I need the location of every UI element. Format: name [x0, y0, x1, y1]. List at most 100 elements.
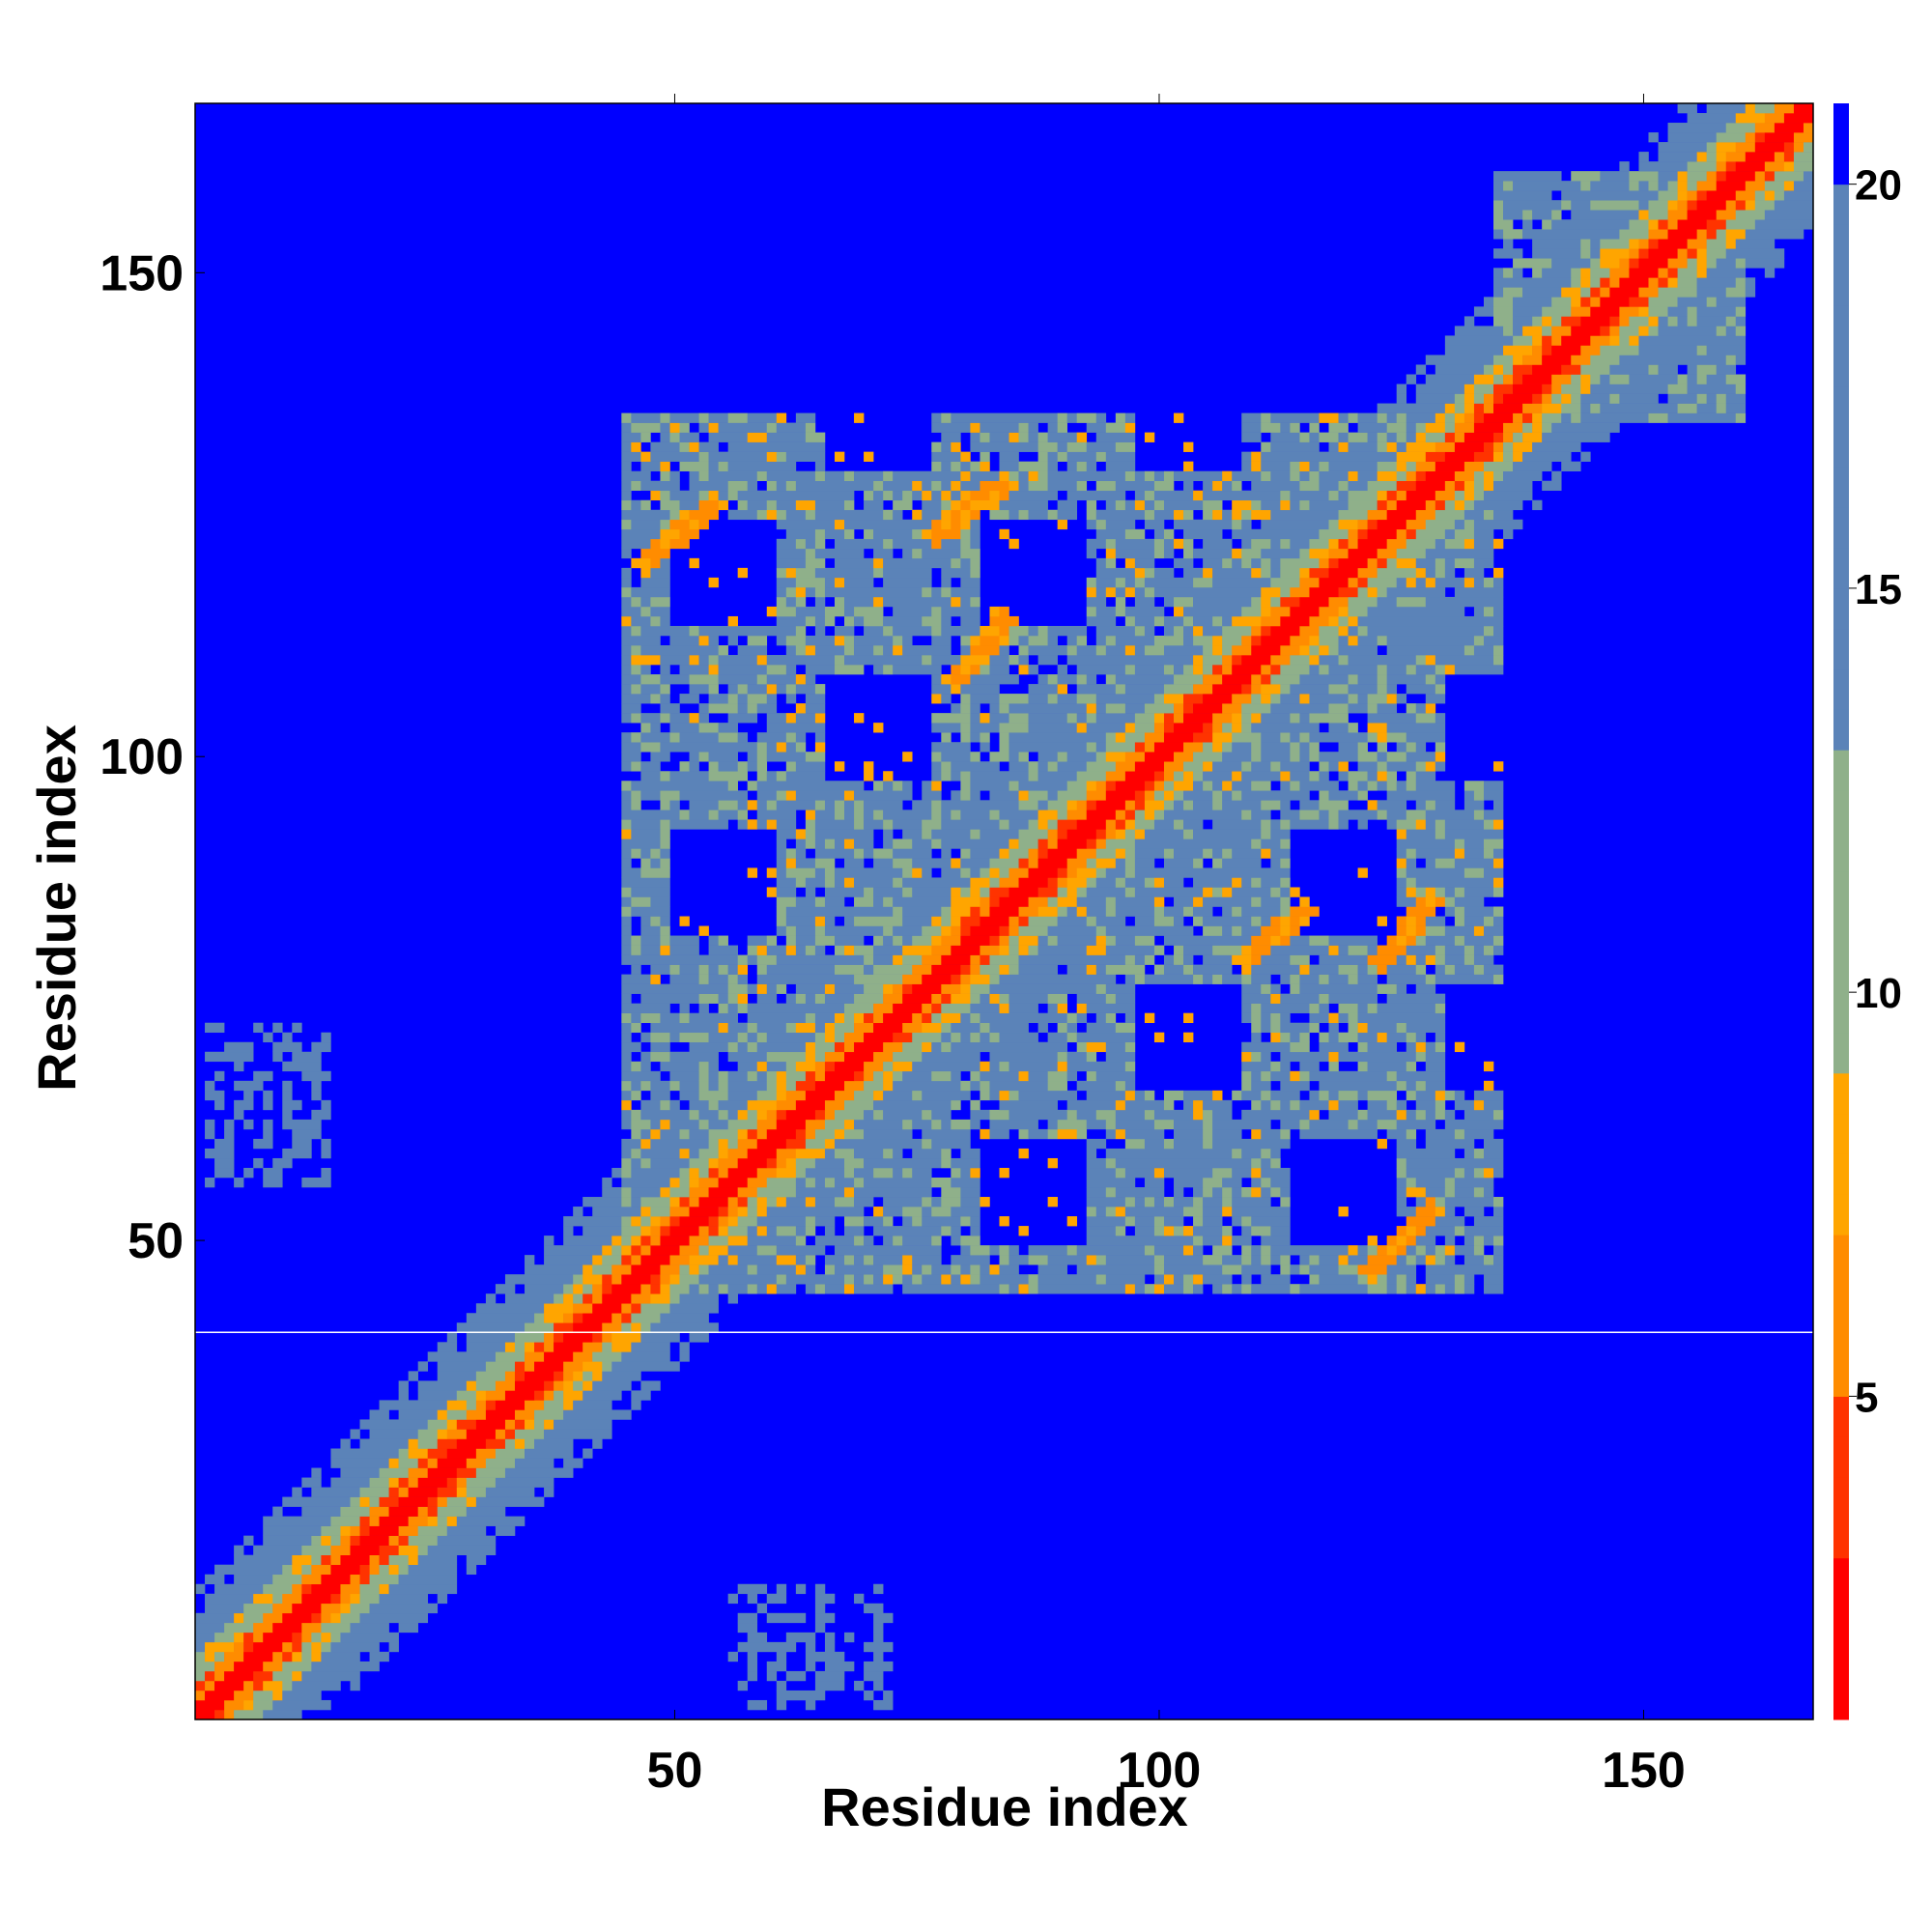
heatmap-cell — [1174, 916, 1184, 926]
heatmap-cell — [1241, 1284, 1252, 1294]
heatmap-cell — [1716, 181, 1747, 191]
heatmap-cell — [582, 1274, 603, 1285]
heatmap-cell — [1735, 113, 1766, 124]
heatmap-cell — [989, 432, 1009, 442]
heatmap-cell — [1212, 974, 1223, 984]
heatmap-cell — [1483, 441, 1494, 452]
heatmap-cell — [747, 1070, 758, 1082]
heatmap-cell — [727, 1167, 758, 1179]
heatmap-cell — [1086, 1022, 1117, 1034]
heatmap-cell — [1193, 800, 1213, 810]
heatmap-cell — [1454, 848, 1465, 859]
heatmap-cell — [1203, 694, 1233, 704]
heatmap-cell — [1086, 1207, 1097, 1217]
heatmap-cell — [1348, 470, 1358, 481]
heatmap-cell — [960, 1197, 980, 1208]
heatmap-cell — [1463, 1148, 1475, 1159]
heatmap-cell — [640, 790, 661, 801]
heatmap-cell — [1124, 412, 1136, 423]
heatmap-cell — [1193, 1245, 1204, 1256]
heatmap-cell — [737, 703, 749, 714]
heatmap-cell — [1483, 606, 1494, 617]
heatmap-cell — [195, 1670, 206, 1682]
heatmap-cell — [1425, 858, 1436, 868]
heatmap-cell — [1309, 635, 1320, 646]
heatmap-cell — [708, 665, 719, 675]
heatmap-cell — [814, 470, 826, 481]
heatmap-cell — [864, 771, 874, 781]
heatmap-cell — [669, 974, 699, 984]
heatmap-cell — [669, 1099, 680, 1111]
heatmap-cell — [1037, 655, 1058, 666]
heatmap-cell — [1057, 887, 1067, 897]
heatmap-cell — [660, 790, 680, 801]
heatmap-cell — [1725, 200, 1737, 211]
heatmap-cell — [1532, 239, 1581, 249]
heatmap-cell — [592, 1303, 622, 1314]
heatmap-cell — [1299, 461, 1310, 471]
heatmap-cell — [1105, 867, 1126, 878]
heatmap-cell — [960, 887, 971, 897]
heatmap-cell — [1658, 364, 1678, 375]
heatmap-cell — [1415, 655, 1427, 666]
heatmap-cell — [1222, 1236, 1233, 1246]
heatmap-cell — [1745, 181, 1766, 191]
heatmap-cell — [1086, 1138, 1107, 1150]
heatmap-cell — [369, 1516, 380, 1526]
heatmap-cell — [999, 732, 1009, 743]
heatmap-cell — [1183, 1226, 1194, 1236]
heatmap-cell — [1396, 499, 1427, 511]
heatmap-cell — [205, 1148, 235, 1159]
heatmap-cell — [1251, 945, 1271, 955]
heatmap-cell — [970, 490, 990, 501]
heatmap-cell — [1212, 800, 1223, 810]
heatmap-cell — [1425, 819, 1436, 830]
heatmap-cell — [931, 781, 942, 791]
heatmap-cell — [776, 480, 787, 492]
heatmap-cell — [1309, 1070, 1387, 1082]
heatmap-cell — [1503, 432, 1514, 442]
heatmap-cell — [379, 1554, 389, 1566]
heatmap-cell — [737, 1641, 797, 1653]
heatmap-cell — [1473, 1148, 1485, 1159]
heatmap-cell — [766, 819, 778, 830]
heatmap-cell — [814, 1070, 826, 1082]
heatmap-cell — [1163, 665, 1175, 675]
heatmap-cell — [1454, 887, 1465, 897]
heatmap-cell — [989, 858, 1019, 868]
heatmap-cell — [698, 1003, 709, 1013]
heatmap-cell — [960, 1167, 971, 1179]
heatmap-cell — [1193, 1284, 1204, 1294]
heatmap-cell — [1425, 1138, 1475, 1150]
heatmap-cell — [1493, 393, 1504, 404]
heatmap-cell — [1047, 1003, 1058, 1013]
heatmap-cell — [446, 1409, 468, 1420]
heatmap-cell — [689, 1041, 728, 1053]
heatmap-cell — [1396, 384, 1407, 394]
heatmap-cell — [1677, 200, 1688, 211]
heatmap-cell — [1183, 461, 1194, 471]
heatmap-cell — [689, 480, 728, 492]
heatmap-cell — [1183, 819, 1204, 830]
heatmap-cell — [980, 954, 990, 965]
heatmap-cell — [1561, 461, 1581, 471]
heatmap-cell — [902, 1284, 1000, 1294]
heatmap-cell — [805, 1699, 816, 1711]
heatmap-cell — [1299, 674, 1349, 685]
heatmap-cell — [1251, 1216, 1291, 1227]
heatmap-cell — [554, 1342, 583, 1352]
heatmap-cell — [1134, 645, 1146, 656]
heatmap-cell — [689, 1148, 699, 1159]
heatmap-cell — [1009, 732, 1107, 743]
heatmap-cell — [1444, 1245, 1456, 1256]
heatmap-cell — [1367, 1284, 1387, 1294]
heatmap-cell — [437, 1496, 448, 1507]
heatmap-cell — [282, 1496, 351, 1507]
heatmap-cell — [873, 490, 884, 501]
heatmap-cell — [776, 867, 787, 878]
heatmap-cell — [747, 1022, 758, 1034]
heatmap-cell — [795, 684, 816, 695]
heatmap-cell — [1396, 867, 1407, 878]
heatmap-cell — [1580, 268, 1591, 278]
heatmap-cell — [1415, 1284, 1427, 1294]
